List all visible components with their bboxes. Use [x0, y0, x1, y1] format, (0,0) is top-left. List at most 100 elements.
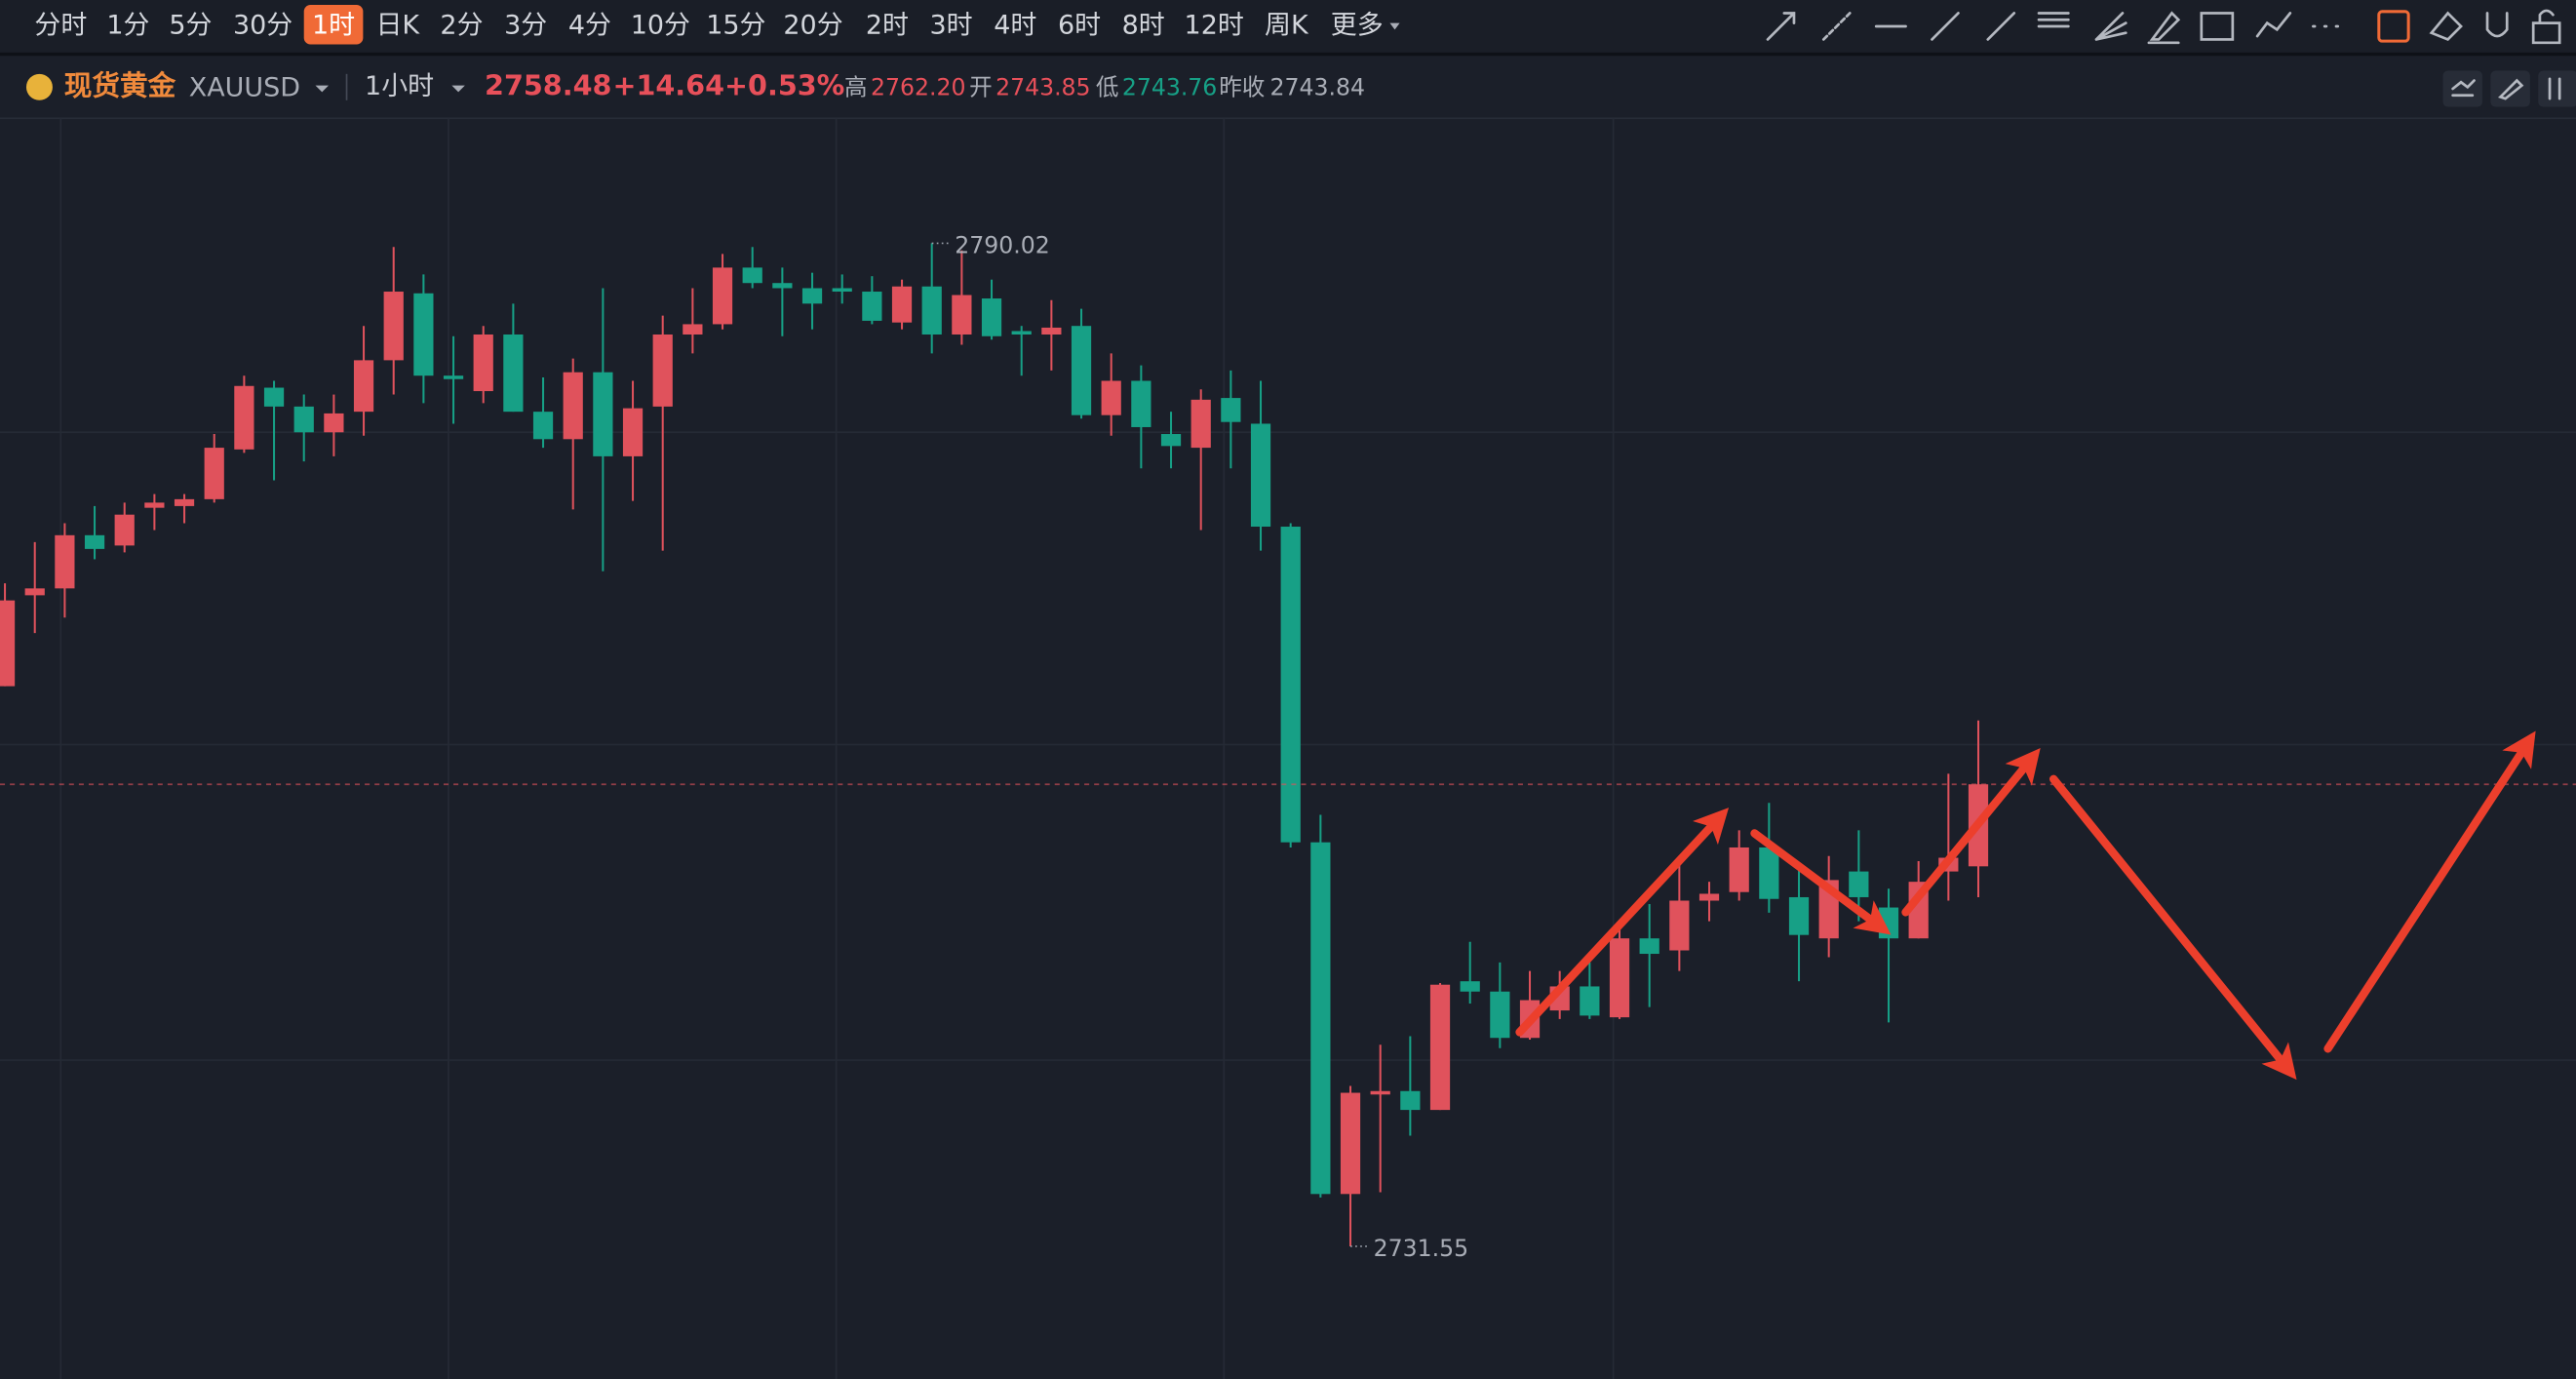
period-tab[interactable]: 4分	[568, 10, 611, 40]
grid	[0, 118, 2576, 1379]
candle-body	[1071, 326, 1092, 415]
period-tab[interactable]: 周K	[1265, 10, 1309, 40]
period-tab[interactable]: 1时	[312, 10, 355, 40]
candle-body	[383, 292, 404, 361]
max-label: 2790.02	[955, 231, 1050, 258]
candle-body	[353, 360, 374, 413]
tool-fan[interactable]	[2094, 12, 2127, 41]
candle-body	[324, 413, 344, 433]
panel-button[interactable]	[2538, 70, 2576, 107]
candle-body	[532, 412, 554, 440]
candle-body	[1250, 423, 1271, 528]
candle-body	[683, 324, 703, 335]
active-tab-bg	[303, 5, 364, 45]
period-tab[interactable]: 5分	[169, 10, 212, 40]
symbol-code[interactable]: XAUUSD	[189, 73, 300, 103]
low-label: 低	[1096, 74, 1119, 101]
tool-lock[interactable]	[2531, 9, 2561, 45]
period-tab[interactable]: 10分	[631, 10, 690, 40]
candle-body	[862, 292, 882, 321]
period-tab[interactable]: 2分	[440, 10, 483, 40]
change: +14.64	[612, 68, 724, 101]
panel-button[interactable]	[2442, 70, 2482, 107]
tool-magnet[interactable]	[2485, 12, 2509, 38]
period-tab[interactable]: 6时	[1058, 10, 1101, 40]
period-tab[interactable]: 2时	[866, 10, 909, 40]
symbol-icon	[25, 73, 53, 100]
hand-drawn-arrows	[1515, 730, 2536, 1081]
period-tab[interactable]: 1分	[106, 10, 149, 40]
caret	[451, 85, 465, 93]
tool-fib[interactable]	[2037, 12, 2070, 28]
drawing-tools	[1766, 9, 2561, 45]
tool-line[interactable]	[1986, 12, 2016, 41]
candle-body	[24, 588, 45, 596]
arrow	[1901, 748, 2041, 917]
panel-icon	[2497, 78, 2524, 100]
high-value: 2762.20	[871, 74, 966, 101]
candle-body	[1221, 398, 1241, 422]
open-label: 开	[969, 74, 993, 101]
candle-body	[652, 334, 673, 407]
candle-body	[1101, 380, 1121, 415]
plot: 2790.02 2731.55	[0, 231, 2576, 1262]
low-value: 2743.76	[1122, 74, 1218, 101]
candle-body	[1698, 893, 1720, 901]
interval[interactable]: 1小时	[365, 71, 434, 101]
candle-body	[443, 375, 464, 379]
candle-body	[952, 295, 972, 335]
candle-body	[712, 267, 733, 325]
period-tab[interactable]: 15分	[706, 10, 765, 40]
candle-body	[263, 387, 285, 407]
period-tab[interactable]: 分时	[34, 10, 87, 40]
candle-body	[772, 283, 793, 289]
candle-body	[1190, 399, 1211, 449]
tool-ray[interactable]	[1821, 12, 1852, 41]
prev-close-label: 昨收	[1219, 74, 1265, 101]
candle-body	[0, 600, 16, 687]
period-tab[interactable]: 更多	[1331, 10, 1384, 40]
period-tab[interactable]: 3时	[930, 10, 973, 40]
candle-body	[55, 534, 75, 589]
tool-image[interactable]	[2200, 12, 2235, 41]
tool-brush[interactable]	[2147, 11, 2181, 45]
high-label: 高	[844, 74, 868, 101]
candle-body	[503, 334, 524, 413]
period-tab[interactable]: 12时	[1185, 10, 1244, 40]
symbol-name[interactable]: 现货黄金	[64, 68, 176, 101]
last-price: 2758.48	[485, 68, 611, 101]
candle-body	[891, 286, 913, 323]
candle-body	[293, 406, 314, 433]
period-tab[interactable]: 30分	[233, 10, 293, 40]
tool-eraser[interactable]	[2429, 11, 2463, 42]
candle-body	[801, 288, 823, 304]
period-tab[interactable]: 8时	[1122, 10, 1165, 40]
candle-body	[921, 286, 942, 335]
candle-body	[1669, 900, 1690, 951]
arrow	[2049, 774, 2297, 1081]
period-tab[interactable]: 4时	[994, 10, 1036, 40]
candle-body	[1429, 984, 1451, 1111]
period-tabs: 分时 1分 5分 30分 1时 日K 2分 3分 4分 10分 15分 20分 2时 3时 4时 6时 8时 12…	[34, 5, 1400, 45]
tool-draw-mode[interactable]	[2377, 10, 2410, 43]
candle-body	[1580, 986, 1600, 1016]
candle-body	[1131, 380, 1151, 427]
candle-body	[1849, 871, 1869, 897]
period-tab[interactable]: 3分	[504, 10, 547, 40]
period-tab[interactable]: 日K	[375, 10, 420, 40]
tool-arrow[interactable]	[1766, 12, 1796, 41]
arrow	[1750, 829, 1892, 935]
candle-body	[1639, 938, 1659, 955]
caret	[1389, 22, 1400, 30]
tool-segment[interactable]	[1931, 12, 1960, 41]
candle-body	[1011, 331, 1032, 335]
candle-body	[1609, 938, 1630, 1018]
candle-body	[413, 293, 434, 376]
tool-trend[interactable]	[2255, 12, 2292, 38]
candle-body	[593, 372, 613, 456]
panel-icon	[2451, 79, 2476, 98]
period-tab[interactable]: 20分	[783, 10, 842, 40]
candle-body	[234, 385, 254, 450]
